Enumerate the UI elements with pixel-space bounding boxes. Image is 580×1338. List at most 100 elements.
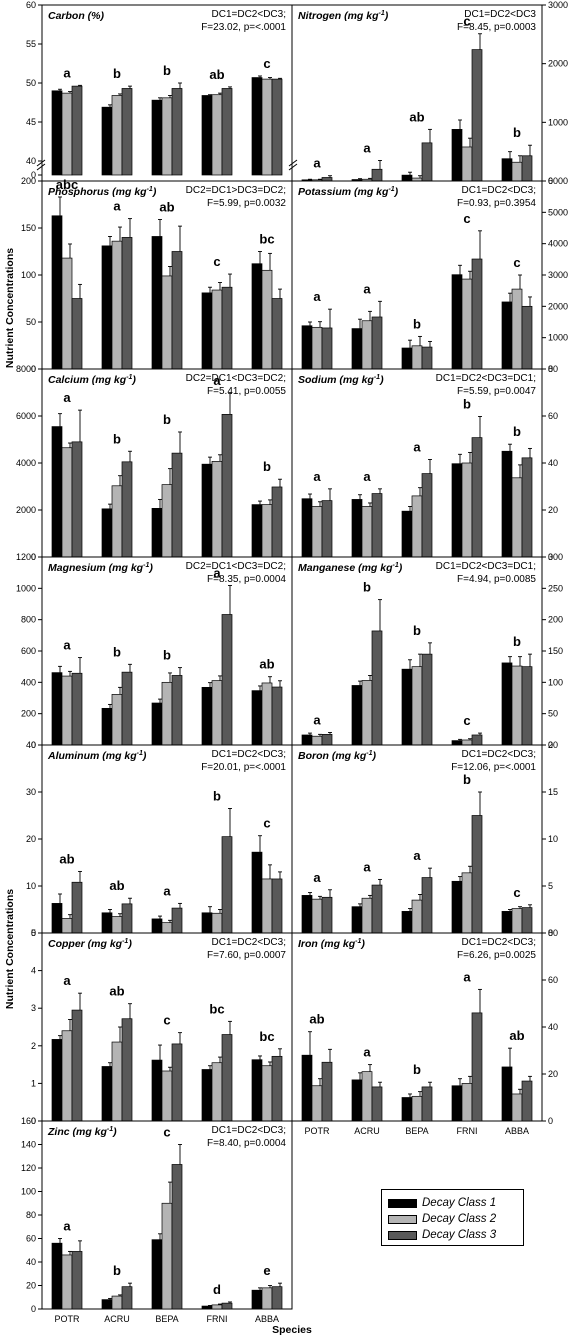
bar <box>211 680 223 746</box>
bar <box>51 1039 63 1122</box>
significance-letter: b <box>513 125 521 140</box>
bar <box>301 734 313 746</box>
bar <box>221 88 233 176</box>
stat-text: F=8.40, p=0.0004 <box>207 1138 286 1149</box>
bar <box>261 1287 273 1310</box>
significance-letter: c <box>513 885 520 900</box>
stat-text: F=8.35, p=0.0004 <box>207 574 286 585</box>
y-tick-label: 50 <box>548 709 558 719</box>
legend-swatch <box>388 1230 417 1240</box>
bar <box>171 1164 183 1310</box>
bar <box>471 49 483 182</box>
stat-text: F=6.26, p=0.0025 <box>457 950 536 961</box>
bar <box>301 1054 313 1122</box>
bar <box>101 245 113 370</box>
significance-letter: a <box>313 289 321 304</box>
y-tick-label: 0 <box>548 176 553 186</box>
stat-text: F=5.41, p=0.0055 <box>207 386 286 397</box>
bar <box>101 508 113 558</box>
y-tick-label: 160 <box>21 1116 36 1126</box>
y-tick-label: 0 <box>548 364 553 374</box>
y-tick-label: 6000 <box>16 411 36 421</box>
legend-item-decay-class-1: Decay Class 1 <box>388 1196 523 1210</box>
y-tick-label: 6000 <box>548 176 568 186</box>
significance-letter: b <box>213 788 221 803</box>
bar <box>121 88 133 176</box>
stat-text: F=0.93, p=0.3954 <box>457 198 536 209</box>
bar <box>461 1083 473 1122</box>
stat-text: DC1=DC2<DC3 <box>464 9 536 20</box>
bar <box>511 1093 523 1122</box>
y-tick-label: 150 <box>548 646 563 656</box>
y-tick-label: 15 <box>548 787 558 797</box>
bar <box>271 686 283 746</box>
bar <box>151 99 163 176</box>
bar <box>361 506 373 558</box>
y-tick-label: 600 <box>21 646 36 656</box>
bar <box>261 269 273 370</box>
significance-letter: a <box>213 373 221 388</box>
bar <box>461 462 473 558</box>
bar <box>461 278 473 370</box>
y-tick-label: 1000 <box>548 333 568 343</box>
significance-letter: ab <box>109 878 124 893</box>
bar <box>51 1242 63 1310</box>
bar <box>161 484 173 558</box>
bar <box>201 1069 213 1122</box>
x-tick-label: ACRU <box>104 1314 130 1324</box>
y-tick-label: 300 <box>548 552 563 562</box>
stat-text: DC1=DC2<DC3; <box>462 185 536 196</box>
y-tick-label: 2000 <box>16 505 36 515</box>
bar <box>151 702 163 746</box>
y-tick-label: 80 <box>548 928 558 938</box>
y-tick-label: 0 <box>548 740 553 750</box>
chart-panel-calcium: 0 2000 4000 6000 8000 a b b a b Calcium (mg kg-1) D… <box>16 364 293 562</box>
bar <box>71 441 83 558</box>
significance-letter: ab <box>159 200 174 215</box>
y-tick-label: 150 <box>21 223 36 233</box>
bar <box>401 1097 413 1122</box>
bar <box>121 461 133 558</box>
y-tick-label: 20 <box>26 834 36 844</box>
y-tick-label: 2000 <box>548 59 568 69</box>
stat-text: F=5.99, p=0.0032 <box>207 198 286 209</box>
bar <box>511 665 523 746</box>
bar <box>411 345 423 370</box>
significance-letter: b <box>113 644 121 659</box>
bar <box>111 485 123 558</box>
y-tick-label: 0 <box>548 1116 553 1126</box>
significance-letter: a <box>363 1045 371 1060</box>
significance-letter: c <box>263 816 270 831</box>
y-tick-label: 5 <box>548 881 553 891</box>
significance-letter: bc <box>259 1029 274 1044</box>
bar <box>211 461 223 558</box>
significance-letter: c <box>513 255 520 270</box>
panel-title: Phosphorus (mg kg-1) <box>48 186 157 198</box>
legend-swatch <box>388 1198 417 1208</box>
significance-letter: ab <box>59 851 74 866</box>
stat-text: DC1=DC2<DC3; <box>212 749 286 760</box>
y-tick-label: 40 <box>548 458 558 468</box>
stat-text: DC2=DC1<DC3=DC2; <box>186 561 286 572</box>
bar <box>71 1251 83 1310</box>
y-tick-label: 2000 <box>548 301 568 311</box>
y-axis-label-upper: Nutrient Concentrations <box>4 247 16 369</box>
y-tick-label: 0 <box>31 1116 36 1126</box>
bar <box>401 174 413 182</box>
y-tick-label: 20 <box>548 505 558 515</box>
y-tick-label: 4000 <box>16 458 36 468</box>
bar <box>101 1299 113 1310</box>
chart-panel-copper: 0 1 2 3 4 5 a ab c bc bc Copper (mg kg-1) DC1=DC2<DC… <box>31 928 293 1126</box>
bar <box>111 694 123 746</box>
bar <box>371 168 383 182</box>
bar <box>101 106 113 176</box>
y-tick-label: 0 <box>31 552 36 562</box>
significance-letter: abc <box>56 177 78 192</box>
bar <box>351 328 363 370</box>
significance-letter: c <box>463 14 470 29</box>
significance-letter: a <box>363 859 371 874</box>
stat-text: DC1=DC2<DC3; <box>462 937 536 948</box>
bar <box>201 95 213 176</box>
bar <box>61 918 73 934</box>
